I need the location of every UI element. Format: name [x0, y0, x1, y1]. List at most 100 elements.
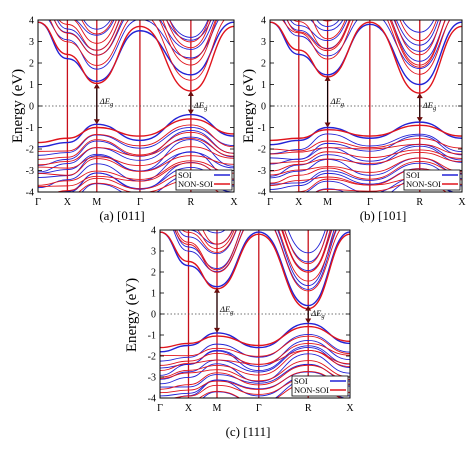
panel-c-ytick-label-3: -1	[148, 331, 156, 342]
panel-b-gap-arrowhead-down-0	[324, 122, 331, 128]
panel-b-gap-label-1: ΔEg	[422, 100, 437, 112]
panel-a-gap-label-1: ΔEg	[193, 100, 208, 112]
panel-c-ytick-label-8: 4	[151, 226, 156, 237]
panel-c-ytick-label-7: 3	[151, 247, 156, 258]
panel-a-ytick-label-6: 2	[29, 59, 34, 70]
panel-b-band-3-4	[270, 151, 462, 172]
panel-c-xtick-label-1: X	[185, 403, 193, 414]
panel-c-ytick-label-1: -3	[148, 373, 156, 384]
panel-c-band-1-2	[176, 230, 337, 282]
panel-c-xtick-label-3: Γ	[256, 403, 262, 414]
panel-c-gap-arrowhead-up-1	[305, 305, 312, 311]
panel-b-band-0-2	[286, 20, 446, 62]
panel-a-xtick-label-3: Γ	[137, 197, 143, 208]
panel-a-caption: (a) [011]	[99, 208, 144, 223]
panel-b-band-3-1	[270, 138, 462, 152]
panel-a-legend-label-1: NON-SOI	[178, 179, 213, 189]
panel-b-band-3-6	[270, 161, 462, 184]
panel-c-legend-label-1: NON-SOI	[294, 385, 329, 395]
panel-c-legend-label-0: SOI	[294, 376, 308, 386]
panel-b-ytick-label-5: 1	[261, 80, 266, 91]
panel-c-band-0-edge	[160, 231, 350, 307]
panel-a-ytick-label-7: 3	[29, 37, 34, 48]
panel-b-gap-label-sub-1: g	[433, 105, 437, 112]
panel-b-ytick-label-6: 2	[261, 59, 266, 70]
panel-a-band-3-3	[38, 138, 234, 166]
panel-c-band-2-4	[160, 347, 350, 380]
panel-a-gap-label-sub-0: g	[110, 101, 114, 108]
panel-a-band-3-7	[38, 162, 234, 188]
panel-a-band-0-3	[57, 20, 212, 51]
panel-c-band-3-6	[160, 364, 350, 390]
panel-a-ytick-label-5: 1	[29, 80, 34, 91]
panel-b-band-2-6	[270, 162, 462, 185]
panel-c-ytick-label-0: -4	[148, 394, 156, 405]
panel-b-ytick-label-2: -2	[258, 145, 266, 156]
panel-c-gap-label-sub-1: g	[321, 313, 325, 320]
panel-a-band-3-edge	[38, 118, 234, 144]
panel-b-band-1-1	[281, 20, 451, 75]
panel-c-band-1-3	[181, 230, 333, 273]
panel-b-legend-label-0: SOI	[406, 170, 420, 180]
panel-a-ylabel: Energy (eV)	[10, 69, 26, 143]
panel-a-legend-label-0: SOI	[178, 170, 192, 180]
panel-b-band-3-3	[270, 149, 462, 164]
panel-b-legend-label-1: NON-SOI	[406, 179, 441, 189]
panel-c-gap-label-sub-0: g	[230, 309, 234, 316]
panel-b-xtick-label-4: R	[416, 197, 423, 208]
panel-b-gap-label-sub-0: g	[341, 101, 345, 108]
panel-a-band-0-2	[53, 20, 215, 56]
panel-c-band-3-7	[160, 370, 350, 394]
panel-c-band-3-2	[160, 342, 350, 366]
panel-a-xtick-label-0: Γ	[35, 197, 41, 208]
panel-a-ytick-label-3: -1	[26, 123, 34, 134]
panel-b-band-0-edge	[270, 21, 462, 86]
panel-b-band-2-4	[270, 145, 462, 177]
panel-b-band-0-3	[289, 20, 442, 52]
panel-c-band-0-4	[187, 230, 329, 263]
panel-c-ytick-label-6: 2	[151, 268, 156, 279]
panel-b-bands	[270, 20, 462, 192]
panel-a-ytick-label-0: -4	[26, 188, 34, 199]
panel-a-band-2-8	[68, 166, 234, 192]
panel-c-gap-arrowhead-up-0	[214, 287, 220, 293]
panel-b-ytick-label-3: -1	[258, 123, 266, 134]
panel-b-ytick-label-0: -4	[258, 188, 266, 199]
panel-b-band-1-edge	[270, 21, 462, 94]
panel-b-xtick-label-5: X	[458, 197, 466, 208]
panel-c-ytick-label-5: 1	[151, 289, 156, 300]
panel-b-xtick-label-3: Γ	[367, 197, 373, 208]
panel-b-band-0-1	[283, 20, 451, 69]
panel-b-ytick-label-7: 3	[261, 37, 266, 48]
panel-b-ytick-label-1: -3	[258, 166, 266, 177]
panel-b-band-1-2	[286, 20, 446, 68]
panel-b-gap-arrowhead-up-1	[416, 93, 423, 99]
panel-b-xtick-label-0: Γ	[267, 197, 273, 208]
panel-a-band-1-5	[81, 20, 210, 43]
panel-a-band-2-edge	[38, 113, 234, 148]
panel-c-ytick-label-2: -2	[148, 352, 156, 363]
panel-a-band-3-1	[38, 124, 234, 152]
panel-a-band-1-3	[58, 20, 216, 60]
panel-a-band-0-4	[74, 20, 209, 38]
panel-b-band-1-4	[312, 20, 442, 56]
panel-a-bands	[38, 20, 234, 192]
panel-b-band-2-1	[270, 133, 462, 155]
panel-b-xtick-label-2: M	[323, 197, 332, 208]
panel-b-ytick-label-4: 0	[261, 102, 266, 113]
panel-c-band-1-1	[174, 230, 341, 292]
panel-b-band-1-5	[321, 20, 438, 42]
panel-a-ytick-label-2: -2	[26, 145, 34, 156]
panel-b-gap-arrowhead-down-1	[416, 117, 423, 123]
panel-b-caption: (b) [101]	[360, 208, 407, 223]
panel-a-band-1-1	[49, 20, 225, 81]
panel-c-gap-label-1: ΔEg	[310, 308, 325, 320]
panel-a-band-3-4	[38, 146, 234, 169]
panel-b-gap-arrowhead-up-0	[324, 75, 331, 81]
panel-c-band-1-4	[196, 230, 331, 273]
panel-b-band-0-5	[316, 20, 435, 33]
